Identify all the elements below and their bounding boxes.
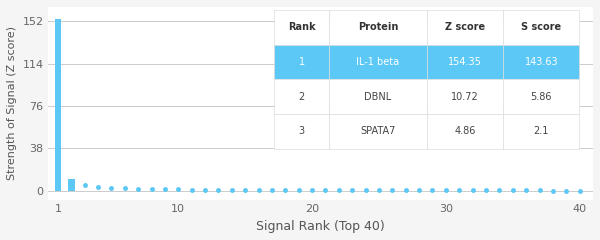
Bar (274, 79, 329, 114)
Bar (427, 114, 503, 149)
Text: 10.72: 10.72 (451, 91, 479, 102)
Bar (503, 10, 580, 44)
Bar (329, 114, 427, 149)
Bar (427, 79, 503, 114)
Text: 2: 2 (299, 91, 305, 102)
Bar (427, 10, 503, 44)
Bar (329, 44, 427, 79)
Text: Z score: Z score (445, 22, 485, 32)
Text: DBNL: DBNL (364, 91, 392, 102)
Bar (427, 44, 503, 79)
Bar (274, 10, 329, 44)
Text: Rank: Rank (288, 22, 316, 32)
Text: S score: S score (521, 22, 562, 32)
X-axis label: Signal Rank (Top 40): Signal Rank (Top 40) (256, 220, 385, 233)
Text: IL-1 beta: IL-1 beta (356, 57, 400, 67)
Bar (503, 114, 580, 149)
Text: 2.1: 2.1 (533, 126, 549, 136)
Bar (503, 79, 580, 114)
Text: 4.86: 4.86 (454, 126, 476, 136)
Text: SPATA7: SPATA7 (360, 126, 395, 136)
Y-axis label: Strength of Signal (Z score): Strength of Signal (Z score) (7, 26, 17, 180)
Text: 3: 3 (299, 126, 305, 136)
Text: 5.86: 5.86 (530, 91, 552, 102)
Bar (68, 179, 74, 191)
Bar (274, 114, 329, 149)
Bar (329, 10, 427, 44)
Bar (274, 44, 329, 79)
Text: 1: 1 (299, 57, 305, 67)
Text: 143.63: 143.63 (524, 57, 558, 67)
Text: Protein: Protein (358, 22, 398, 32)
Bar (329, 79, 427, 114)
Text: 154.35: 154.35 (448, 57, 482, 67)
Bar (55, 19, 61, 191)
Bar (503, 44, 580, 79)
